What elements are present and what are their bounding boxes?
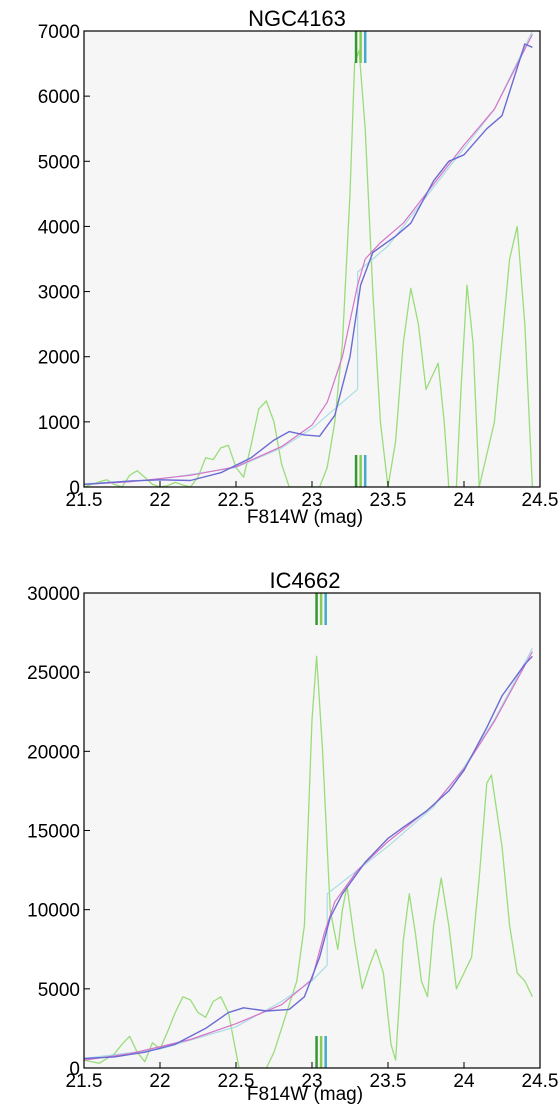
series-line-4 — [84, 43, 533, 486]
series-layer — [84, 648, 533, 1068]
y-tick-label: 25000 — [27, 663, 80, 684]
x-tick-label: 22.5 — [218, 490, 255, 511]
series-line-2 — [84, 648, 533, 1060]
chart-panel-ic4662: IC4662 21.5 22 22.5 23 23.5 24 24.5 0 5000 10000… — [27, 568, 558, 1105]
x-tick-label: 24.5 — [522, 490, 558, 511]
y-tick-label: 20000 — [27, 742, 80, 763]
y-tick-label: 15000 — [27, 822, 80, 843]
plot-area — [84, 593, 540, 1068]
y-tick-label: 5000 — [38, 152, 80, 173]
y-tick-label: 7000 — [38, 22, 80, 43]
x-tick-label: 22 — [149, 490, 170, 511]
plot-area — [84, 31, 540, 487]
y-tick-label: 4000 — [38, 217, 80, 238]
y-tick-label: 1000 — [38, 413, 80, 434]
x-tick-label: 24 — [453, 1071, 475, 1092]
x-tick-label: 22.5 — [218, 1071, 255, 1092]
y-tick-label: 30000 — [27, 584, 80, 605]
marker-layer — [315, 593, 327, 1068]
chart-panel-ngc4163: NGC4163 21.5 22 22.5 23 23.5 24 24.5 0 1000 2000… — [38, 6, 558, 528]
marker-layer — [354, 31, 367, 487]
y-axis-ticks: 0 5000 10000 15000 20000 25000 30000 — [27, 584, 90, 1080]
y-tick-label: 5000 — [38, 980, 80, 1001]
y-tick-label: 0 — [69, 1059, 80, 1080]
y-tick-label: 10000 — [27, 901, 80, 922]
series-line-4 — [84, 655, 533, 1060]
x-tick-label: 21.5 — [66, 1071, 103, 1092]
x-tick-label: 22 — [149, 1071, 170, 1092]
x-tick-label: 23.5 — [370, 490, 407, 511]
x-tick-label: 23 — [301, 490, 322, 511]
series-line-3 — [84, 34, 533, 485]
x-tick-label: 24.5 — [522, 1071, 558, 1092]
x-axis-ticks: 21.5 22 22.5 23 23.5 24 24.5 — [66, 1062, 558, 1092]
x-tick-label: 23 — [301, 1071, 322, 1092]
chart-title: IC4662 — [270, 568, 341, 593]
x-tick-label: 24 — [453, 490, 475, 511]
chart-title: NGC4163 — [248, 6, 346, 31]
series-line-2 — [84, 31, 533, 485]
x-axis-ticks: 21.5 22 22.5 23 23.5 24 24.5 — [66, 481, 558, 511]
x-axis-label: F814W (mag) — [247, 507, 363, 528]
y-tick-label: 2000 — [38, 348, 80, 369]
y-tick-label: 3000 — [38, 283, 80, 304]
series-line-1 — [84, 655, 533, 1068]
y-axis-ticks: 0 1000 2000 3000 4000 5000 6000 7000 — [38, 22, 90, 499]
y-tick-label: 6000 — [38, 87, 80, 108]
x-tick-label: 23.5 — [370, 1071, 407, 1092]
y-tick-label: 0 — [69, 478, 80, 499]
x-tick-label: 21.5 — [66, 490, 103, 511]
x-axis-label: F814W (mag) — [247, 1084, 363, 1105]
